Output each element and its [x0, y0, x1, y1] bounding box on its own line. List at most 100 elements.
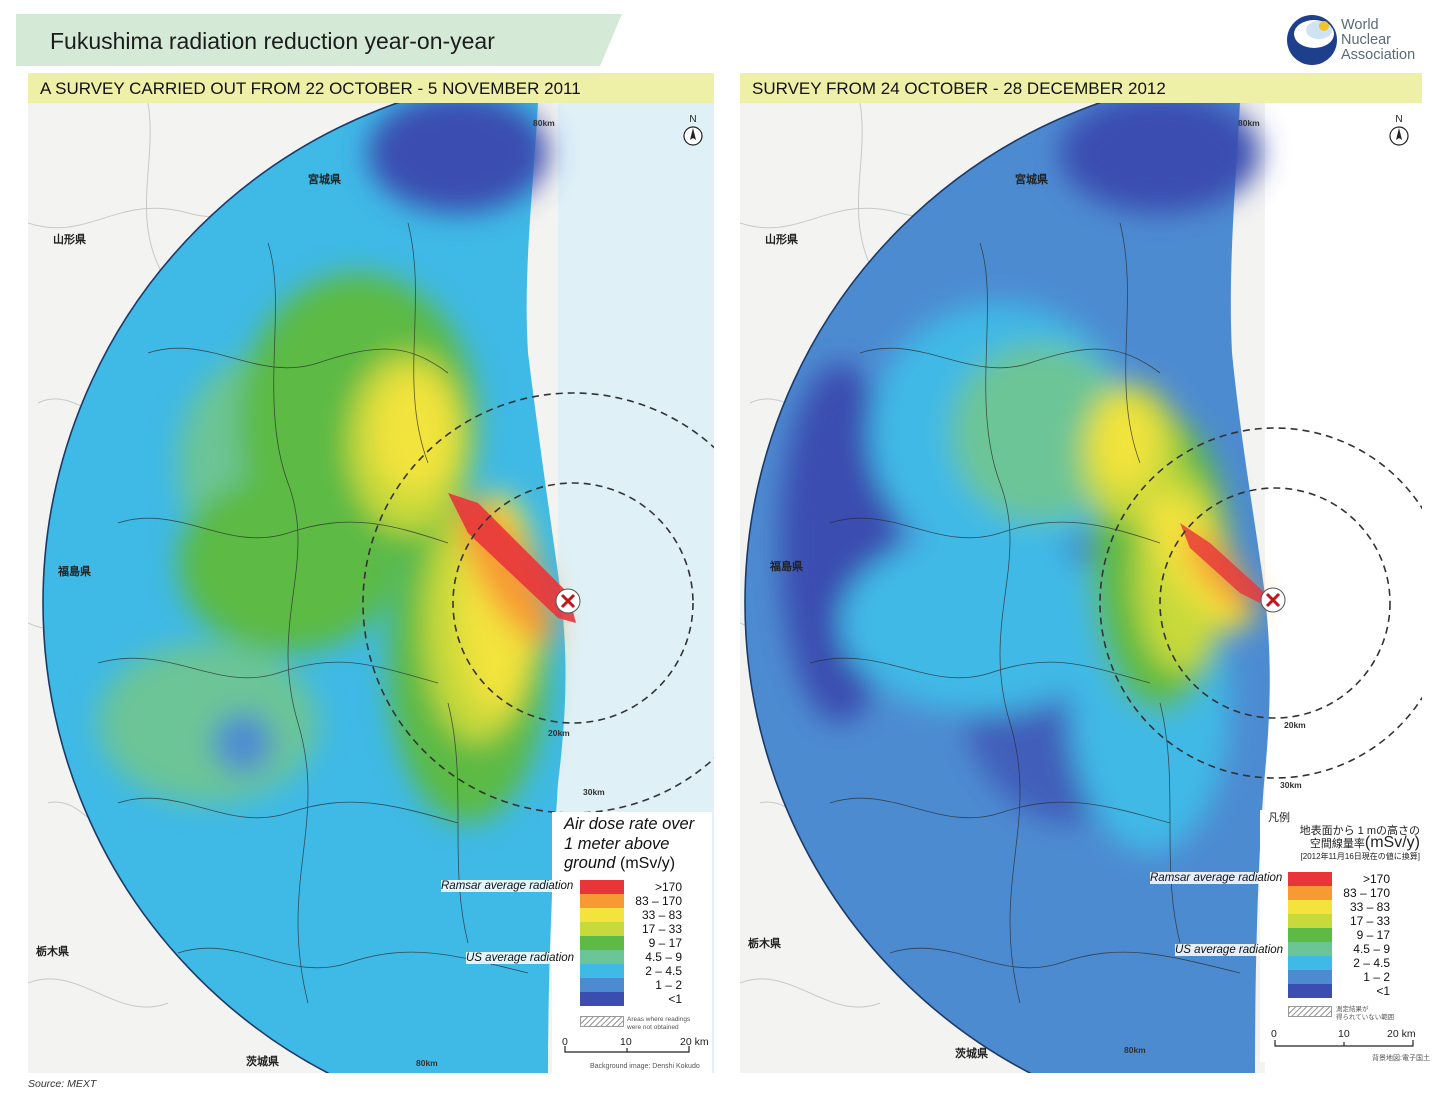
legend-2012-title-line-2: 地表面から 1 mの高さの [1299, 824, 1420, 837]
place-ibaraki-2012: 茨城県 [955, 1048, 988, 1060]
place-yamagata: 山形県 [53, 234, 86, 246]
legend-2012-label-33-83: 33 – 83 [1349, 900, 1390, 914]
page-title: Fukushima radiation reduction year-on-ye… [50, 28, 495, 54]
legend-2012-swatch-2-4-5 [1288, 956, 1332, 970]
logo-line-1: World [1341, 17, 1379, 33]
legend-2011-label-33-83: 33 – 83 [641, 908, 682, 922]
legend-2011-label-1-2: 1 – 2 [655, 978, 682, 992]
legend-2011-swatch-2-4-5 [580, 964, 624, 978]
logo-text: World Nuclear Association [1341, 18, 1415, 63]
legend-2011-background [552, 812, 712, 1074]
legend-2011-label-4-5-9: 4.5 – 9 [645, 950, 682, 964]
legend-2011-label-9-17: 9 – 17 [648, 936, 682, 950]
place-miyagi: 宮城県 [308, 174, 341, 186]
legend-2012-label-4-5-9: 4.5 – 9 [1353, 942, 1390, 956]
ring-label-80km-2012: 80km [1238, 118, 1260, 128]
legend-2011-hatch-note: Areas where readings were not obtained [627, 1016, 690, 1032]
legend-2011-hatch-swatch [580, 1016, 624, 1027]
legend-2011-swatch-9-17 [580, 936, 624, 950]
legend-2011-swatch-33-83 [580, 908, 624, 922]
ring-label-80km: 80km [533, 118, 555, 128]
legend-2012-scale-bar [1274, 1040, 1414, 1047]
legend-2012-hatch-note-line-1: 測定結果が [1336, 1006, 1369, 1013]
ring-label-80km-bottom-2012: 80km [1124, 1045, 1146, 1055]
legend-2012-label-9-17: 9 – 17 [1356, 928, 1390, 942]
ring-label-80km-bottom: 80km [416, 1058, 438, 1068]
legend-2011-swatch-83-170 [580, 894, 624, 908]
ring-label-20km-2012: 20km [1284, 720, 1306, 730]
place-fukushima-2012: 福島県 [770, 561, 803, 573]
legend-2012-title-line-1: 凡例 [1268, 812, 1290, 824]
legend-2012-swatch-33-83 [1288, 900, 1332, 914]
legend-2011-title-line-3: ground [564, 854, 616, 872]
legend-2011-label-17-33: 17 – 33 [641, 922, 682, 936]
legend-2012-hatch-swatch [1288, 1006, 1332, 1017]
legend-2011-label-lt1: <1 [668, 992, 682, 1006]
legend-2012-title-line-3: 空間線量率 [1309, 838, 1365, 850]
ring-label-30km: 30km [583, 787, 605, 797]
legend-2012-swatch-17-33 [1288, 914, 1332, 928]
place-tochigi-2012: 栃木県 [748, 938, 781, 950]
svg-text:N: N [689, 114, 696, 125]
legend-2011-background-note: Background image: Denshi Kokudo [590, 1063, 700, 1070]
legend-2011-title: Air dose rate over 1 meter above ground … [564, 815, 694, 874]
legend-2012-swatch-gt170 [1288, 872, 1332, 886]
legend-2012-label-gt170: >170 [1362, 872, 1390, 886]
ring-label-20km: 20km [548, 728, 570, 738]
legend-2012-label-2-4-5: 2 – 4.5 [1353, 956, 1390, 970]
legend-2012-swatch-9-17 [1288, 928, 1332, 942]
north-arrow-icon-2012: N [1389, 114, 1409, 146]
north-arrow-icon: N [683, 114, 703, 146]
ring-label-30km-2012: 30km [1280, 780, 1302, 790]
legend-2012-label-1-2: 1 – 2 [1363, 970, 1390, 984]
legend-2011-unit: (mSv/y) [619, 855, 676, 872]
title-banner [16, 14, 622, 66]
legend-2012-unit: (mSv/y) [1364, 834, 1420, 851]
legend-2011-title-line-1: Air dose rate over [564, 815, 695, 833]
place-fukushima: 福島県 [58, 566, 91, 578]
legend-2011-us-label: US average radiation [466, 952, 575, 964]
place-miyagi-2012: 宮城県 [1015, 174, 1048, 186]
legend-2011-label-gt170: >170 [654, 880, 682, 894]
legend-2011-swatch-1-2 [580, 978, 624, 992]
legend-2012-background-note: 背景地図:電子国土 [1372, 1055, 1430, 1062]
legend-2012-swatch-4-5-9 [1288, 942, 1332, 956]
legend-2012-subnote: [2012年11月16日現在の値に換算] [1300, 851, 1420, 861]
legend-2011-label-83-170: 83 – 170 [635, 894, 682, 908]
place-yamagata-2012: 山形県 [765, 234, 798, 246]
legend-2011-hatch-note-line-2: were not obtained [627, 1024, 679, 1031]
legend-2011-scale-10: 10 [620, 1036, 632, 1048]
legend-2012-label-83-170: 83 – 170 [1343, 886, 1390, 900]
source-note: Source: MEXT [28, 1078, 97, 1090]
legend-2012-background [1260, 810, 1422, 1062]
world-nuclear-association-logo-icon [1287, 15, 1337, 65]
legend-2012-scale-10: 10 [1338, 1028, 1350, 1040]
legend-2012-ramsar-label: Ramsar average radiation [1150, 872, 1283, 884]
legend-2011-swatch-lt1 [580, 992, 624, 1006]
legend-2011-ramsar-label: Ramsar average radiation [441, 880, 574, 892]
legend-2011-scale-bar [564, 1046, 690, 1053]
legend-2012-us-label: US average radiation [1175, 944, 1284, 956]
legend-2012-swatch-83-170 [1288, 886, 1332, 900]
legend-2012-swatch-lt1 [1288, 984, 1332, 998]
legend-2012-hatch-note-line-2: 得られていない範囲 [1336, 1014, 1395, 1021]
right-panel-header: SURVEY FROM 24 OCTOBER - 28 DECEMBER 201… [740, 73, 1422, 103]
left-panel-header: A SURVEY CARRIED OUT FROM 22 OCTOBER - 5… [28, 73, 714, 103]
legend-2011-swatch-17-33 [580, 922, 624, 936]
legend-2012-hatch-note: 測定結果が 得られていない範囲 [1336, 1006, 1394, 1022]
legend-2012-label-17-33: 17 – 33 [1349, 914, 1390, 928]
legend-2011-swatch-gt170 [580, 880, 624, 894]
legend-2012-label-lt1: <1 [1376, 984, 1390, 998]
legend-2011-title-line-2: 1 meter above [564, 834, 670, 853]
legend-2011-hatch-note-line-1: Areas where readings [627, 1016, 691, 1023]
legend-2011-label-2-4-5: 2 – 4.5 [645, 964, 682, 978]
legend-2012-title: 凡例 地表面から 1 mの高さの 空間線量率(mSv/y) [2012年11月1… [1262, 812, 1420, 863]
legend-2011-swatch-4-5-9 [580, 950, 624, 964]
legend-2011-scale-20: 20 km [680, 1036, 709, 1048]
svg-text:N: N [1395, 114, 1402, 125]
legend-2012-scale-20: 20 km [1387, 1028, 1416, 1040]
place-ibaraki: 茨城県 [246, 1056, 279, 1068]
map-2012: N 80km 30km 20km 80km 宮城県 山形県 福島県 栃木県 茨城… [740, 103, 1422, 1073]
legend-2012-swatch-1-2 [1288, 970, 1332, 984]
map-2012-graphic [740, 103, 1422, 1073]
